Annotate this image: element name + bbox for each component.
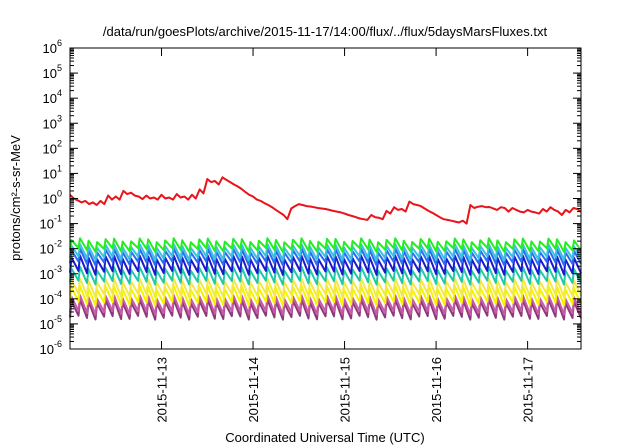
series-line-8 [69, 284, 582, 307]
series-line-3 [69, 243, 582, 262]
y-tick-label: 10-2 [40, 239, 62, 257]
series-line-7 [69, 277, 582, 299]
x-tick-label: 2015-11-15 [338, 357, 353, 423]
x-axis-label: Coordinated Universal Time (UTC) [225, 430, 424, 445]
y-tick-label: 10-6 [40, 339, 62, 357]
series-layer [69, 176, 582, 321]
x-tick-label: 2015-11-14 [246, 357, 261, 423]
series-line-1 [69, 176, 582, 225]
series-line-2 [69, 237, 582, 253]
y-tick-label: 10-5 [40, 314, 62, 332]
y-tick-label: 105 [43, 63, 62, 81]
x-tick-label: 2015-11-16 [429, 357, 444, 423]
y-tick-label: 101 [43, 163, 62, 181]
y-axis-label: protons/cm²-s-sr-MeV [8, 135, 23, 261]
y-tick-label: 10-4 [40, 289, 62, 307]
series-line-6 [69, 265, 582, 286]
series-line-9 [69, 294, 582, 316]
y-tick-label: 102 [43, 138, 62, 156]
series-line-10 [69, 298, 582, 321]
y-tick-label: 10-1 [40, 214, 62, 232]
y-tick-label: 104 [43, 88, 62, 106]
axis-layer: 10-6 10-5 10-4 10-3 10-2 10-1 100 101 102 103 104 1… [40, 38, 582, 423]
chart-title: /data/run/goesPlots/archive/2015-11-17/1… [103, 24, 548, 39]
y-tick-label: 10-3 [40, 264, 62, 282]
y-tick-label: 103 [43, 113, 62, 131]
x-tick-label: 2015-11-17 [521, 357, 536, 423]
y-tick-label: 106 [43, 38, 62, 56]
series-line-5 [69, 254, 582, 276]
y-tick-label: 100 [43, 189, 62, 207]
series-line-4 [69, 247, 582, 267]
x-tick-label: 2015-11-13 [155, 357, 170, 423]
